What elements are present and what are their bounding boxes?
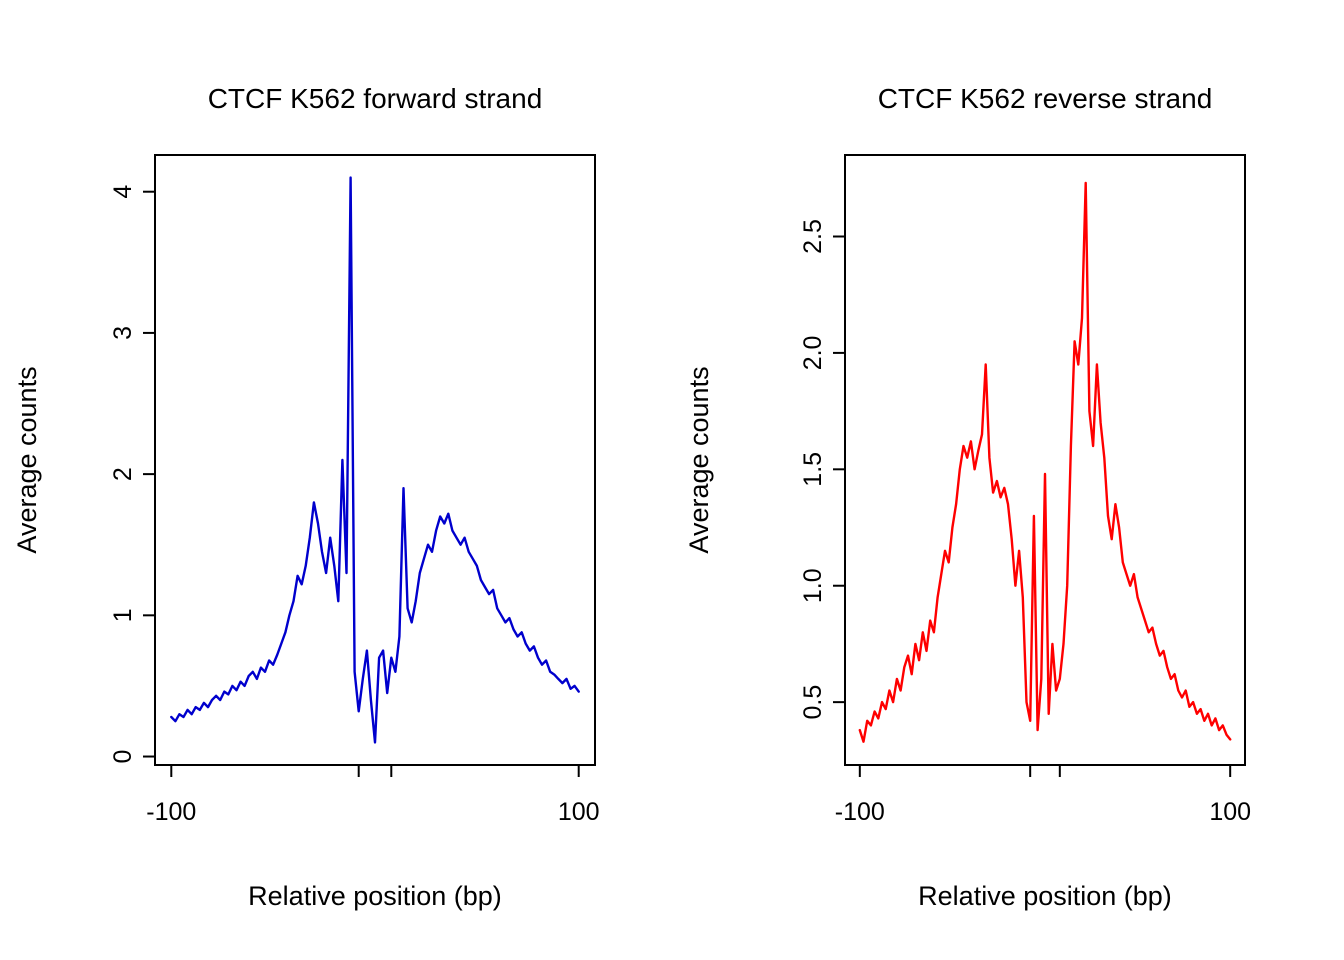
- x-axis-label: Relative position (bp): [918, 881, 1172, 911]
- plot-box: [844, 154, 1246, 766]
- plot-box: [154, 154, 596, 766]
- y-tick-label: 2: [109, 467, 137, 481]
- y-tick-label: 1.5: [799, 452, 827, 487]
- y-axis-label: Average counts: [12, 366, 42, 553]
- y-tick-label: 0.5: [799, 685, 827, 720]
- y-tick-label: 3: [109, 326, 137, 340]
- y-axis-label: Average counts: [684, 366, 714, 553]
- y-tick-label: 4: [109, 185, 137, 199]
- panel-reverse-strand: CTCF K562 reverse strand Relative positi…: [672, 0, 1344, 960]
- series-line: [170, 176, 580, 744]
- reverse-strand-chart: CTCF K562 reverse strand Relative positi…: [684, 83, 1251, 911]
- forward-strand-chart: CTCF K562 forward strand Relative positi…: [12, 83, 600, 911]
- y-tick-label: 2.0: [799, 336, 827, 371]
- x-tick-label: -100: [835, 798, 885, 826]
- y-tick-label: 0: [109, 750, 137, 764]
- x-tick-label: -100: [146, 798, 196, 826]
- chart-title: CTCF K562 reverse strand: [878, 83, 1213, 114]
- x-axis-label: Relative position (bp): [248, 881, 502, 911]
- y-tick-label: 2.5: [799, 219, 827, 254]
- panel-forward-strand: CTCF K562 forward strand Relative positi…: [12, 83, 600, 911]
- y-tick-label: 1.0: [799, 568, 827, 603]
- series-line: [858, 181, 1232, 743]
- x-tick-label: 100: [1209, 798, 1251, 826]
- chart-title: CTCF K562 forward strand: [208, 83, 543, 114]
- y-tick-label: 1: [109, 608, 137, 622]
- x-tick-label: 100: [558, 798, 600, 826]
